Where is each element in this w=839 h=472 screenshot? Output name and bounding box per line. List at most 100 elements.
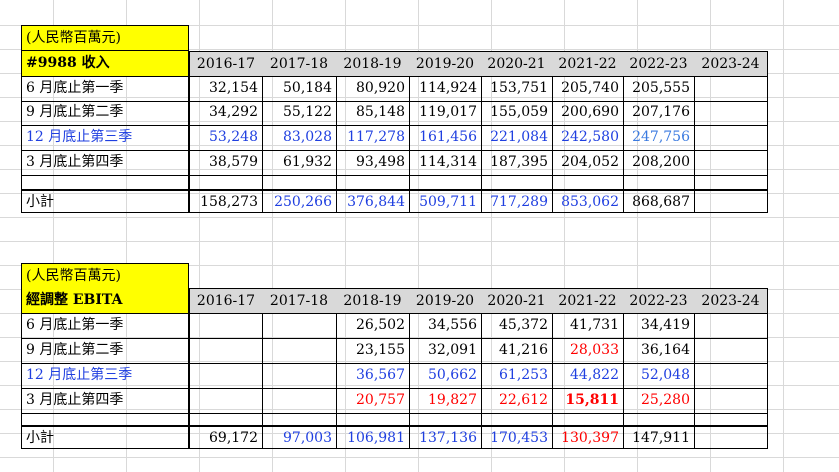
subtotal-value-cell[interactable]: 509,711	[409, 189, 482, 213]
value-cell[interactable]	[694, 76, 768, 102]
table-title-cell[interactable]: 經調整 EBITA	[21, 288, 189, 314]
value-cell[interactable]: 187,395	[481, 150, 553, 176]
value-cell[interactable]: 50,662	[409, 363, 482, 389]
value-cell[interactable]: 200,690	[552, 101, 624, 126]
value-cell[interactable]: 242,580	[552, 125, 624, 151]
year-header-cell[interactable]: 2023-24	[694, 288, 768, 314]
value-cell[interactable]: 50,184	[262, 76, 337, 102]
year-header-cell[interactable]: 2022-23	[623, 51, 695, 77]
value-cell[interactable]: 23,155	[336, 338, 410, 364]
value-cell[interactable]	[694, 338, 768, 364]
row-label-cell[interactable]: 9 月底止第二季	[21, 101, 189, 126]
value-cell[interactable]: 41,216	[481, 338, 553, 364]
value-cell[interactable]: 114,924	[409, 76, 482, 102]
table-title-cell[interactable]: #9988 收入	[21, 51, 189, 77]
subtotal-value-cell[interactable]: 170,453	[481, 425, 553, 449]
value-cell[interactable]: 53,248	[189, 125, 263, 151]
unit-label-cell[interactable]: (人民幣百萬元)	[21, 263, 189, 289]
value-cell[interactable]: 221,084	[481, 125, 553, 151]
year-header-cell[interactable]: 2023-24	[694, 51, 768, 77]
spacer-cell[interactable]	[262, 175, 337, 190]
value-cell[interactable]	[189, 338, 263, 364]
value-cell[interactable]	[262, 388, 337, 414]
value-cell[interactable]: 25,280	[623, 388, 695, 414]
spacer-cell[interactable]	[623, 175, 695, 190]
value-cell[interactable]: 161,456	[409, 125, 482, 151]
value-cell[interactable]: 153,751	[481, 76, 553, 102]
year-header-cell[interactable]: 2020-21	[481, 288, 553, 314]
value-cell[interactable]: 45,372	[481, 313, 553, 339]
value-cell[interactable]: 34,556	[409, 313, 482, 339]
value-cell[interactable]: 26,502	[336, 313, 410, 339]
value-cell[interactable]: 38,579	[189, 150, 263, 176]
value-cell[interactable]: 207,176	[623, 101, 695, 126]
value-cell[interactable]: 85,148	[336, 101, 410, 126]
value-cell[interactable]: 155,059	[481, 101, 553, 126]
value-cell[interactable]: 36,567	[336, 363, 410, 389]
value-cell[interactable]: 32,154	[189, 76, 263, 102]
value-cell[interactable]: 80,920	[336, 76, 410, 102]
year-header-cell[interactable]: 2016-17	[189, 288, 263, 314]
spacer-cell[interactable]	[189, 175, 263, 190]
value-cell[interactable]	[694, 101, 768, 126]
spacer-cell[interactable]	[21, 175, 189, 190]
value-cell[interactable]: 61,932	[262, 150, 337, 176]
value-cell[interactable]	[189, 313, 263, 339]
row-label-cell[interactable]: 6 月底止第一季	[21, 313, 189, 339]
value-cell[interactable]: 204,052	[552, 150, 624, 176]
spacer-cell[interactable]	[336, 175, 410, 190]
value-cell[interactable]: 114,314	[409, 150, 482, 176]
subtotal-value-cell[interactable]: 147,911	[623, 425, 695, 449]
value-cell[interactable]: 52,048	[623, 363, 695, 389]
subtotal-value-cell[interactable]	[694, 425, 768, 449]
value-cell[interactable]: 34,292	[189, 101, 263, 126]
subtotal-value-cell[interactable]: 376,844	[336, 189, 410, 213]
value-cell[interactable]: 119,017	[409, 101, 482, 126]
subtotal-value-cell[interactable]: 130,397	[552, 425, 624, 449]
subtotal-value-cell[interactable]: 137,136	[409, 425, 482, 449]
value-cell[interactable]: 15,811	[552, 388, 624, 414]
value-cell[interactable]	[262, 313, 337, 339]
value-cell[interactable]	[694, 150, 768, 176]
year-header-cell[interactable]: 2016-17	[189, 51, 263, 77]
value-cell[interactable]: 19,827	[409, 388, 482, 414]
row-label-cell[interactable]: 9 月底止第二季	[21, 338, 189, 364]
value-cell[interactable]: 41,731	[552, 313, 624, 339]
subtotal-value-cell[interactable]: 106,981	[336, 425, 410, 449]
subtotal-value-cell[interactable]	[694, 189, 768, 213]
year-header-cell[interactable]: 2019-20	[409, 288, 482, 314]
value-cell[interactable]: 117,278	[336, 125, 410, 151]
value-cell[interactable]: 20,757	[336, 388, 410, 414]
value-cell[interactable]: 22,612	[481, 388, 553, 414]
year-header-cell[interactable]: 2018-19	[336, 288, 410, 314]
value-cell[interactable]	[694, 388, 768, 414]
value-cell[interactable]	[189, 363, 263, 389]
year-header-cell[interactable]: 2017-18	[262, 288, 337, 314]
row-label-cell[interactable]: 12 月底止第三季	[21, 363, 189, 389]
row-label-cell[interactable]: 12 月底止第三季	[21, 125, 189, 151]
value-cell[interactable]: 36,164	[623, 338, 695, 364]
subtotal-value-cell[interactable]: 250,266	[262, 189, 337, 213]
value-cell[interactable]: 28,033	[552, 338, 624, 364]
value-cell[interactable]: 247,756	[623, 125, 695, 151]
year-header-cell[interactable]: 2017-18	[262, 51, 337, 77]
subtotal-value-cell[interactable]: 158,273	[189, 189, 263, 213]
value-cell[interactable]: 205,555	[623, 76, 695, 102]
value-cell[interactable]	[694, 313, 768, 339]
value-cell[interactable]	[262, 338, 337, 364]
value-cell[interactable]	[262, 363, 337, 389]
subtotal-label-cell[interactable]: 小計	[21, 425, 189, 449]
value-cell[interactable]: 34,419	[623, 313, 695, 339]
subtotal-value-cell[interactable]: 853,062	[552, 189, 624, 213]
year-header-cell[interactable]: 2021-22	[552, 288, 624, 314]
subtotal-value-cell[interactable]: 69,172	[189, 425, 263, 449]
subtotal-value-cell[interactable]: 717,289	[481, 189, 553, 213]
subtotal-label-cell[interactable]: 小計	[21, 189, 189, 213]
value-cell[interactable]: 55,122	[262, 101, 337, 126]
spacer-cell[interactable]	[552, 175, 624, 190]
row-label-cell[interactable]: 3 月底止第四季	[21, 150, 189, 176]
subtotal-value-cell[interactable]: 97,003	[262, 425, 337, 449]
spacer-cell[interactable]	[694, 175, 768, 190]
value-cell[interactable]: 61,253	[481, 363, 553, 389]
subtotal-value-cell[interactable]: 868,687	[623, 189, 695, 213]
